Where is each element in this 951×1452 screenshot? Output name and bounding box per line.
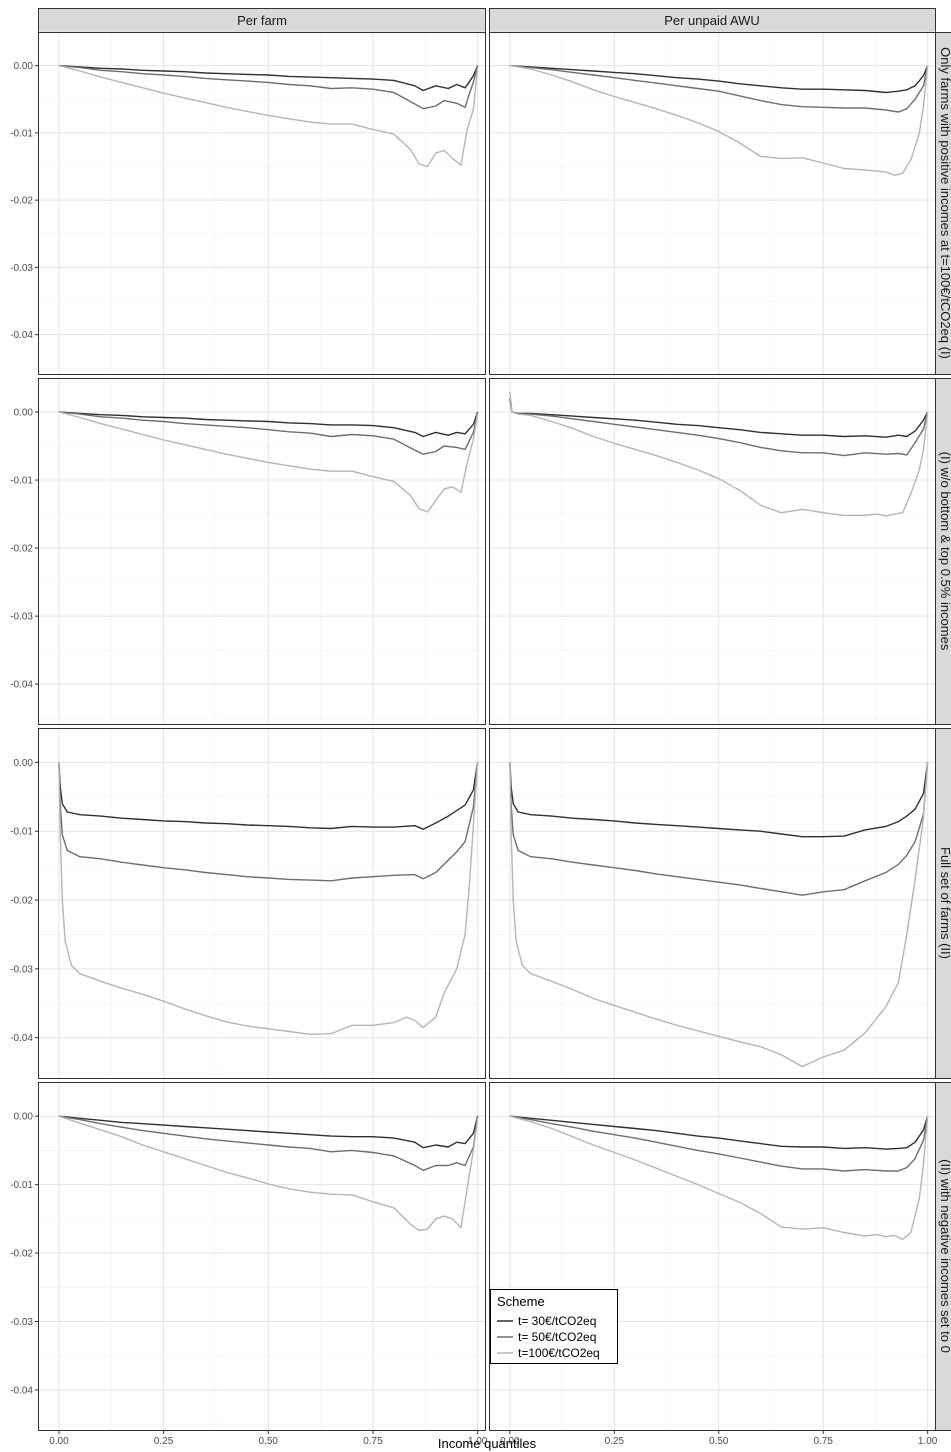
y-tick-label: -0.04 xyxy=(10,330,33,341)
x-axis-title: Income quantiles xyxy=(438,1436,537,1451)
row-strip-3: Full set of farms (II) xyxy=(938,847,951,959)
panel-bg xyxy=(38,32,486,375)
panel-1-0: 0.00 -0.01 -0.02 -0.03 -0.04 xyxy=(10,378,486,725)
y-tick-label: -0.03 xyxy=(10,612,33,623)
row-strip-4: (II) with negative incomes set to 0 xyxy=(938,1159,951,1353)
row-strip-2: (I) w/o bottom & top 0.5% incomes xyxy=(938,452,951,651)
x-tick-label: 0.75 xyxy=(363,1436,383,1447)
legend-label-100: t=100€/tCO2eq xyxy=(518,1346,600,1360)
legend: Scheme t= 30€/tCO2eq t= 50€/tCO2eq t=100… xyxy=(491,1290,618,1364)
legend-label-50: t= 50€/tCO2eq xyxy=(518,1330,596,1344)
y-tick-label: -0.02 xyxy=(10,896,33,907)
x-tick-label: 0.50 xyxy=(259,1436,279,1447)
panel-2-1 xyxy=(489,728,936,1079)
strip-per-awu: Per unpaid AWU xyxy=(664,13,760,28)
y-tick-label: -0.02 xyxy=(10,544,33,555)
panel-0-0: 0.00 -0.01 -0.02 -0.03 -0.04 xyxy=(10,32,486,375)
y-tick-label: -0.01 xyxy=(10,128,33,139)
x-tick-label: 0.25 xyxy=(605,1436,625,1447)
y-tick-label: -0.03 xyxy=(10,964,33,975)
panel-2-0: 0.00 -0.01 -0.02 -0.03 -0.04 xyxy=(10,728,486,1079)
panel-bg xyxy=(38,728,486,1079)
panel-bg xyxy=(489,1082,936,1431)
y-tick-label: -0.04 xyxy=(10,1385,33,1396)
panel-bg xyxy=(489,32,936,375)
y-tick-label: 0.00 xyxy=(14,61,34,72)
y-tick-label: -0.02 xyxy=(10,1249,33,1260)
y-tick-label: -0.02 xyxy=(10,196,33,207)
y-tick-label: -0.01 xyxy=(10,827,33,838)
y-tick-label: -0.03 xyxy=(10,263,33,274)
panel-bg xyxy=(489,728,936,1079)
panel-1-1 xyxy=(489,378,936,725)
panel-bg xyxy=(38,1082,486,1431)
row-strip-1: Only farms with positive incomes at t=10… xyxy=(938,47,951,359)
y-tick-label: -0.04 xyxy=(10,680,33,691)
row-strips: Only farms with positive incomes at t=10… xyxy=(936,33,951,1431)
strip-per-farm: Per farm xyxy=(237,13,287,28)
legend-title: Scheme xyxy=(497,1294,545,1309)
x-tick-label: 0.75 xyxy=(813,1436,833,1447)
x-tick-label: 0.25 xyxy=(154,1436,174,1447)
y-tick-label: -0.01 xyxy=(10,1180,33,1191)
y-tick-label: 0.00 xyxy=(14,1112,34,1123)
x-tick-label: 0.50 xyxy=(709,1436,729,1447)
panels: 0.00 -0.01 -0.02 -0.03 -0.04 0.00 -0.01 -0.02 -0… xyxy=(10,32,936,1431)
x-tick-label: 0.00 xyxy=(49,1436,69,1447)
panel-3-1 xyxy=(489,1082,936,1431)
y-tick-label: -0.01 xyxy=(10,476,33,487)
y-tick-label: 0.00 xyxy=(14,408,34,419)
panel-bg xyxy=(38,378,486,725)
y-tick-label: -0.03 xyxy=(10,1317,33,1328)
y-tick-label: -0.04 xyxy=(10,1033,33,1044)
panel-0-1 xyxy=(489,32,936,375)
x-tick-label: 1.00 xyxy=(918,1436,938,1447)
y-tick-label: 0.00 xyxy=(14,758,34,769)
panel-bg xyxy=(489,378,936,725)
legend-label-30: t= 30€/tCO2eq xyxy=(518,1314,596,1328)
panel-3-0: 0.00 -0.01 -0.02 -0.03 -0.04 xyxy=(10,1082,486,1431)
